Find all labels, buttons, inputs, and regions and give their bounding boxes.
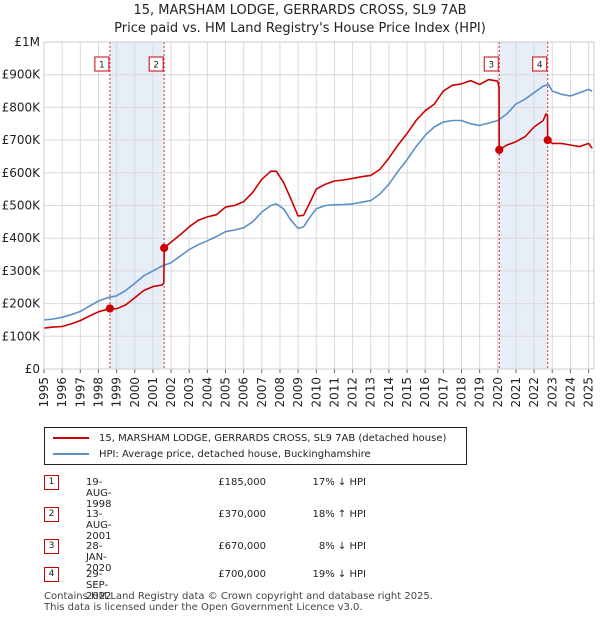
x-tick-label: 2020: [491, 377, 505, 408]
sale-date: 28-JAN-2020: [86, 541, 112, 574]
sale-point: [543, 136, 552, 145]
x-tick-label: 2004: [200, 377, 214, 408]
x-tick-label: 2008: [273, 377, 287, 408]
grid: [43, 41, 594, 370]
x-tick-label: 2024: [563, 377, 577, 408]
sale-marker-label: 2: [153, 61, 159, 71]
legend-item-property: 15, MARSHAM LODGE, GERRARDS CROSS, SL9 7…: [53, 430, 446, 446]
sale-badge: 1: [44, 475, 59, 490]
sale-marker-box: [148, 56, 164, 72]
footer-licence: This data is licensed under the Open Gov…: [44, 602, 363, 613]
y-tick-label: £0: [25, 362, 40, 376]
x-tick-label: 1995: [37, 377, 51, 408]
footer-copyright: Contains HM Land Registry data © Crown c…: [44, 591, 433, 602]
y-tick-label: £400K: [2, 231, 42, 245]
sale-marker-label: 1: [99, 61, 105, 71]
footer: Contains HM Land Registry data © Crown c…: [44, 591, 433, 613]
plot-border: [43, 41, 595, 370]
x-tick-label: 1998: [91, 377, 105, 408]
hpi-line: [43, 83, 593, 321]
sale-hpi-change: 17% ↓ HPI: [312, 477, 366, 488]
x-tick-label: 2017: [436, 377, 450, 408]
axes: £0 £100K £200K £300K £400K £500K £600K £700K £80…: [2, 35, 596, 408]
x-tick-label: 2007: [255, 377, 269, 408]
sale-badge: 2: [44, 507, 59, 522]
chart-title: 15, MARSHAM LODGE, GERRARDS CROSS, SL9 7…: [133, 3, 467, 18]
sale-marker-box: [532, 56, 548, 72]
x-tick-label: 2018: [454, 377, 468, 408]
property-price-line: [43, 78, 593, 329]
x-tick-label: 2001: [146, 377, 160, 408]
sale-hpi-change: 8% ↓ HPI: [318, 541, 366, 552]
sale-marker-label: 4: [537, 61, 543, 71]
x-tick-label: 2021: [509, 377, 523, 408]
x-tick-label: 2000: [128, 377, 142, 408]
sale-vlines: [109, 42, 549, 369]
sale-price: £185,000: [218, 477, 266, 488]
x-tick-label: 1999: [110, 377, 124, 408]
x-tick-label: 2019: [473, 377, 487, 408]
y-tick-label: £1M: [14, 35, 40, 49]
sale-date: 13-AUG-2001: [86, 509, 112, 542]
y-tick-label: £200K: [2, 297, 42, 311]
series: [43, 78, 593, 329]
sale-marker-box: [483, 56, 499, 72]
y-tick-label: £900K: [2, 68, 42, 82]
y-tick-label: £800K: [2, 100, 42, 114]
sale-point: [495, 145, 504, 155]
y-tick-label: £300K: [2, 264, 42, 278]
legend-swatch-property: [53, 437, 89, 439]
x-tick-label: 2023: [545, 377, 559, 408]
legend-item-hpi: HPI: Average price, detached house, Buck…: [53, 446, 371, 462]
sale-badge: 4: [44, 567, 59, 582]
legend-label-property: 15, MARSHAM LODGE, GERRARDS CROSS, SL9 7…: [99, 432, 447, 444]
y-tick-label: £700K: [2, 133, 42, 147]
sale-badge: 3: [44, 539, 59, 554]
x-tick-label: 2015: [400, 377, 414, 408]
y-tick-label: £100K: [2, 329, 42, 343]
y-tick-label: £600K: [2, 166, 42, 180]
sale-hpi-change: 19% ↓ HPI: [312, 569, 366, 580]
sale-marker-label: 3: [488, 61, 494, 71]
x-tick-label: 2012: [346, 377, 360, 408]
x-tick-label: 2022: [527, 377, 541, 408]
sale-price: £370,000: [218, 509, 266, 520]
x-tick-label: 1997: [73, 377, 87, 408]
legend-label-hpi: HPI: Average price, detached house, Buck…: [99, 448, 371, 460]
legend: 15, MARSHAM LODGE, GERRARDS CROSS, SL9 7…: [44, 427, 467, 465]
sale-date: 29-SEP-2022: [86, 569, 112, 602]
x-tick-label: 2013: [364, 377, 378, 408]
chart-subtitle: Price paid vs. HM Land Registry's House …: [114, 21, 486, 36]
sale-price: £670,000: [218, 541, 266, 552]
x-tick-label: 2025: [582, 377, 596, 408]
sale-marker-box: [94, 56, 110, 72]
x-tick-label: 2005: [219, 377, 233, 408]
x-tick-label: 2011: [327, 377, 341, 408]
x-tick-label: 2006: [237, 377, 251, 408]
x-tick-label: 2010: [309, 377, 323, 408]
x-tick-label: 2003: [182, 377, 196, 408]
x-tick-label: 1996: [55, 377, 69, 408]
x-tick-label: 2014: [382, 377, 396, 408]
sale-point: [105, 304, 114, 313]
x-tick-label: 2009: [291, 377, 305, 408]
y-tick-label: £500K: [2, 199, 42, 213]
x-tick-label: 2016: [418, 377, 432, 408]
sale-hpi-change: 18% ↑ HPI: [312, 509, 366, 520]
sale-price: £700,000: [218, 569, 266, 580]
chart: £0 £100K £200K £300K £400K £500K £600K £700K £80…: [2, 35, 596, 408]
x-tick-label: 2002: [164, 377, 178, 408]
sale-points: [105, 136, 552, 313]
sale-point: [160, 243, 169, 253]
legend-swatch-hpi: [53, 453, 89, 455]
sale-date: 19-AUG-1998: [86, 477, 112, 510]
